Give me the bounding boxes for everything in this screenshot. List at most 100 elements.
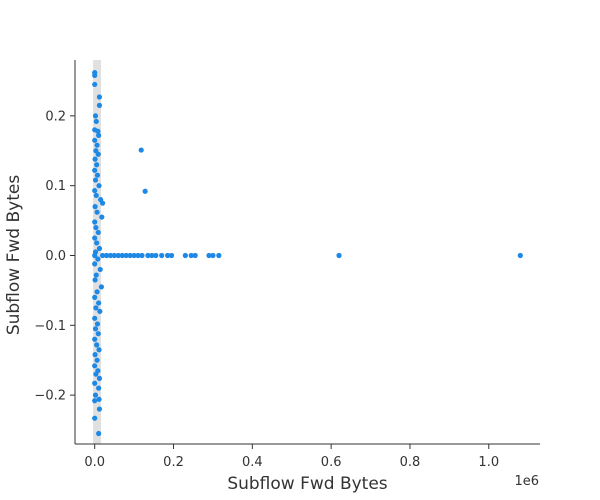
scatter-point (192, 252, 198, 259)
scatter-point (92, 72, 98, 78)
x-tick-label: 0.8 (400, 455, 421, 470)
x-tick-label: 0.2 (163, 455, 184, 470)
scatter-point (95, 128, 101, 134)
scatter-point (92, 204, 98, 210)
scatter-point (99, 200, 106, 206)
scatter-point (168, 252, 175, 259)
scatter-point (131, 252, 137, 259)
scatter-point (95, 331, 101, 337)
scatter-point (93, 118, 99, 125)
x-axis-offset-label: 1e6 (514, 474, 539, 489)
scatter-point (142, 188, 148, 194)
scatter-point (188, 252, 194, 259)
x-tick-label: 0.4 (242, 455, 263, 470)
scatter-point (95, 151, 101, 157)
scatter-point (336, 252, 342, 259)
scatter-point (93, 224, 99, 231)
y-tick-label: −0.1 (34, 319, 66, 334)
scatter-point (149, 252, 155, 259)
x-tick-label: 0.0 (84, 455, 105, 470)
scatter-point (111, 252, 118, 259)
scatter-points (92, 69, 523, 437)
scatter-point (92, 336, 98, 342)
scatter-point (94, 209, 100, 215)
y-tick-label: 0.2 (45, 109, 66, 124)
scatter-point (94, 289, 100, 295)
scatter-point (94, 162, 100, 168)
scatter-point (96, 102, 103, 108)
scatter-point (153, 252, 159, 259)
scatter-point (92, 219, 98, 225)
y-tick-label: −0.2 (34, 389, 66, 404)
scatter-point (92, 177, 99, 183)
scatter-point (98, 284, 105, 290)
x-tick-label: 1.0 (478, 455, 499, 470)
scatter-point (92, 326, 99, 332)
scatter-point (95, 256, 101, 262)
x-axis-title: Subflow Fwd Bytes (227, 474, 387, 494)
scatter-point (92, 167, 98, 173)
scatter-point (127, 252, 133, 259)
scatter-point (96, 385, 102, 391)
scatter-point (103, 252, 110, 259)
scatter-point (115, 252, 121, 259)
scatter-point (216, 252, 222, 259)
scatter-point (92, 294, 98, 300)
scatter-point (92, 392, 99, 398)
scatter-point (97, 308, 103, 314)
x-tick-label: 0.6 (321, 455, 342, 470)
scatter-point (92, 137, 98, 143)
y-ticks: −0.2 −0.1 0.0 0.1 0.2 (34, 109, 75, 404)
scatter-point (517, 252, 523, 259)
scatter-point (159, 252, 165, 259)
scatter-point (92, 81, 98, 88)
scatter-point (92, 277, 98, 283)
scatter-point (96, 430, 102, 437)
scatter-point (92, 363, 98, 369)
x-ticks: 0.0 0.2 0.4 0.6 0.8 1.0 (84, 444, 499, 470)
scatter-point (96, 94, 103, 100)
scatter-point (92, 415, 98, 421)
scatter-point (138, 147, 144, 153)
scatter-point (96, 375, 103, 381)
scatter-point (96, 300, 102, 306)
scatter-point (135, 252, 141, 259)
scatter-point (97, 266, 103, 273)
scatter-point (99, 214, 105, 220)
scatter-point (210, 252, 216, 259)
y-tick-label: 0.0 (45, 249, 66, 264)
scatter-point (93, 272, 99, 278)
scatter-point (96, 396, 102, 402)
scatter-point (92, 187, 98, 194)
scatter-point (92, 352, 98, 358)
scatter-point (94, 142, 100, 148)
scatter-point (96, 406, 103, 412)
scatter-point (107, 252, 114, 259)
scatter-point (206, 252, 212, 259)
scatter-point (92, 252, 98, 259)
scatter-point (96, 245, 103, 252)
scatter-point (92, 156, 98, 162)
scatter-point (94, 342, 100, 348)
scatter-point (99, 252, 106, 259)
scatter-point (95, 229, 101, 236)
scatter-point (93, 192, 99, 199)
scatter-point (96, 183, 102, 189)
scatter-point (92, 380, 98, 386)
scatter-point (165, 252, 171, 259)
scatter-point (139, 252, 145, 259)
scatter-point (94, 172, 101, 178)
scatter-point (92, 315, 98, 321)
scatter-point (96, 347, 102, 353)
scatter-point (92, 113, 99, 119)
scatter-point (93, 305, 99, 311)
scatter-point (93, 371, 99, 377)
scatter-point (145, 252, 151, 259)
scatter-point (92, 398, 98, 404)
scatter-point (119, 252, 125, 259)
scatter-point (92, 235, 98, 241)
scatter-point (92, 261, 98, 267)
scatter-point (94, 321, 101, 327)
